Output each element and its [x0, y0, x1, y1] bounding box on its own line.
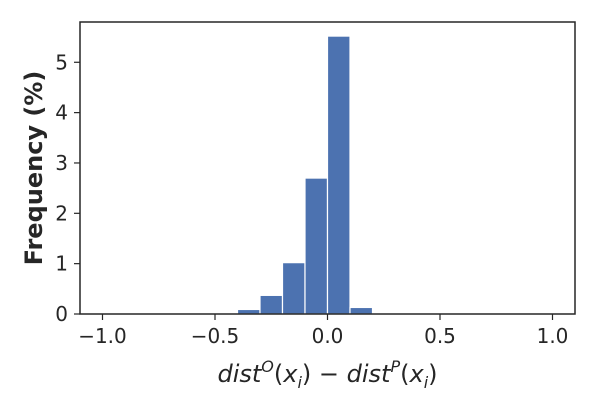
- y-tick-label: 1: [55, 252, 68, 276]
- x-axis-label-part: (: [274, 360, 283, 388]
- x-axis-label-part: x: [282, 360, 298, 388]
- x-axis-label-part: dist: [347, 360, 392, 388]
- x-axis-label-part: (: [400, 360, 409, 388]
- histogram-bar-3: [304, 177, 329, 315]
- x-axis-label-part: ): [428, 360, 437, 388]
- x-tick-label: 0.0: [312, 324, 344, 348]
- x-axis-label-part: i: [424, 373, 429, 392]
- x-axis-label-part: x: [409, 360, 425, 388]
- x-tick-label: −1.0: [78, 324, 127, 348]
- bars-group: [236, 35, 374, 315]
- y-axis-label: Frequency (%): [20, 71, 48, 266]
- y-tick-label: 3: [55, 151, 68, 175]
- x-axis-label-part: dist: [217, 360, 262, 388]
- x-tick-label: 1.0: [537, 324, 569, 348]
- y-tick-label: 2: [55, 201, 68, 225]
- y-tick-label: 5: [55, 50, 68, 74]
- x-axis-label-part: i: [297, 373, 302, 392]
- x-axis-ticks: −1.0 −0.5 0.0 0.5 1.0: [78, 314, 568, 348]
- x-axis-label-part: ) −: [302, 360, 347, 388]
- histogram-bar-4: [326, 35, 351, 315]
- x-tick-label: −0.5: [191, 324, 240, 348]
- x-axis-label-part: P: [390, 357, 400, 376]
- histogram-bar-2: [281, 262, 306, 315]
- y-tick-label: 4: [55, 101, 68, 125]
- y-tick-label: 0: [55, 302, 68, 326]
- x-tick-label: 0.5: [424, 324, 456, 348]
- x-axis-label: distO(xi) − distP(xi): [217, 357, 437, 392]
- histogram-bar-1: [259, 294, 284, 315]
- x-axis-label-part: O: [261, 357, 274, 376]
- histogram-bar-5: [349, 306, 374, 315]
- y-axis-ticks: 0 1 2 3 4 5: [55, 50, 80, 326]
